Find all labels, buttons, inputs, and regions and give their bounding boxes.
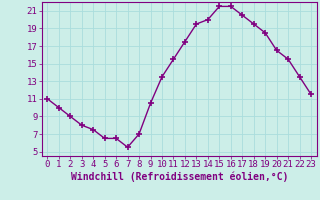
- X-axis label: Windchill (Refroidissement éolien,°C): Windchill (Refroidissement éolien,°C): [70, 172, 288, 182]
